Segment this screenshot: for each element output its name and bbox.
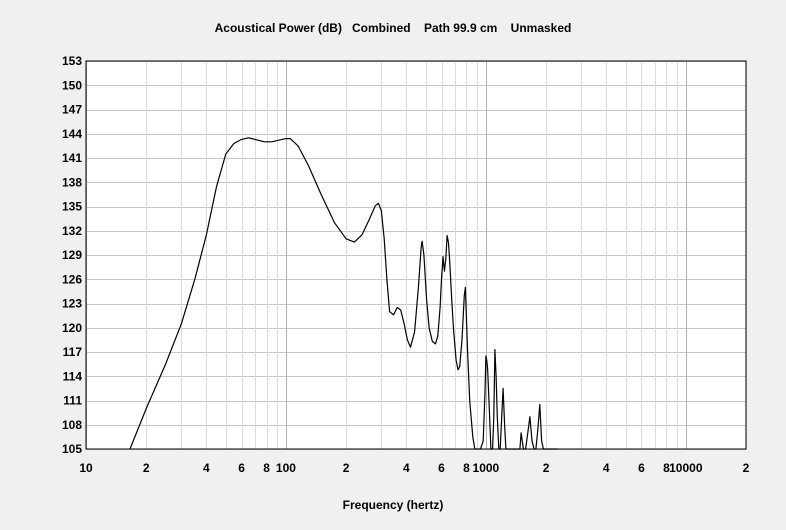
y-tick-label: 117	[63, 345, 83, 359]
x-tick-label: 4	[203, 461, 210, 475]
grid	[86, 61, 747, 450]
y-tick-label: 111	[63, 394, 82, 408]
series-line	[129, 137, 559, 450]
y-tick-label: 147	[62, 103, 82, 117]
y-tick-label: 135	[62, 200, 82, 214]
y-tick-label: 108	[62, 418, 82, 432]
y-tick-label: 132	[62, 224, 82, 238]
y-tick-labels: 153 150 147 144 141 138 135 132 129 126 123 120 117 1…	[62, 54, 82, 456]
x-tick-label: 1000	[473, 461, 500, 475]
x-tick-labels: 10 2 4 6 8 100 2 4 6 8 1000 2 4 6 8 10000 2	[79, 461, 749, 475]
y-tick-label: 150	[62, 78, 82, 92]
x-tick-label: 2	[743, 461, 750, 475]
y-tick-label: 120	[62, 321, 82, 335]
x-axis-label: Frequency (hertz)	[342, 498, 444, 512]
y-tick-label: 138	[62, 175, 82, 189]
y-tick-label: 123	[62, 297, 82, 311]
chart-title: Acoustical Power (dB) Combined Path 99.9…	[214, 21, 572, 35]
x-tick-label: 10000	[669, 461, 703, 475]
y-tick-label: 141	[62, 151, 82, 165]
x-tick-label: 6	[438, 461, 445, 475]
y-tick-label: 129	[62, 248, 82, 262]
series-layer	[129, 137, 559, 450]
y-tick-label: 153	[62, 54, 82, 68]
y-tick-label: 114	[63, 369, 83, 383]
x-tick-label: 8	[263, 461, 270, 475]
y-tick-label: 126	[62, 272, 82, 286]
x-tick-label: 6	[238, 461, 245, 475]
y-tick-label: 105	[62, 442, 82, 456]
plot-frame	[85, 60, 747, 450]
x-tick-label: 10	[79, 461, 93, 475]
x-tick-label: 8	[663, 461, 670, 475]
x-tick-label: 4	[403, 461, 410, 475]
y-tick-label: 144	[62, 127, 82, 141]
x-tick-label: 2	[143, 461, 150, 475]
x-tick-label: 100	[276, 461, 296, 475]
x-tick-label: 6	[638, 461, 645, 475]
x-tick-label: 2	[343, 461, 350, 475]
x-tick-label: 8	[463, 461, 470, 475]
x-tick-label: 2	[543, 461, 550, 475]
x-tick-label: 4	[603, 461, 610, 475]
